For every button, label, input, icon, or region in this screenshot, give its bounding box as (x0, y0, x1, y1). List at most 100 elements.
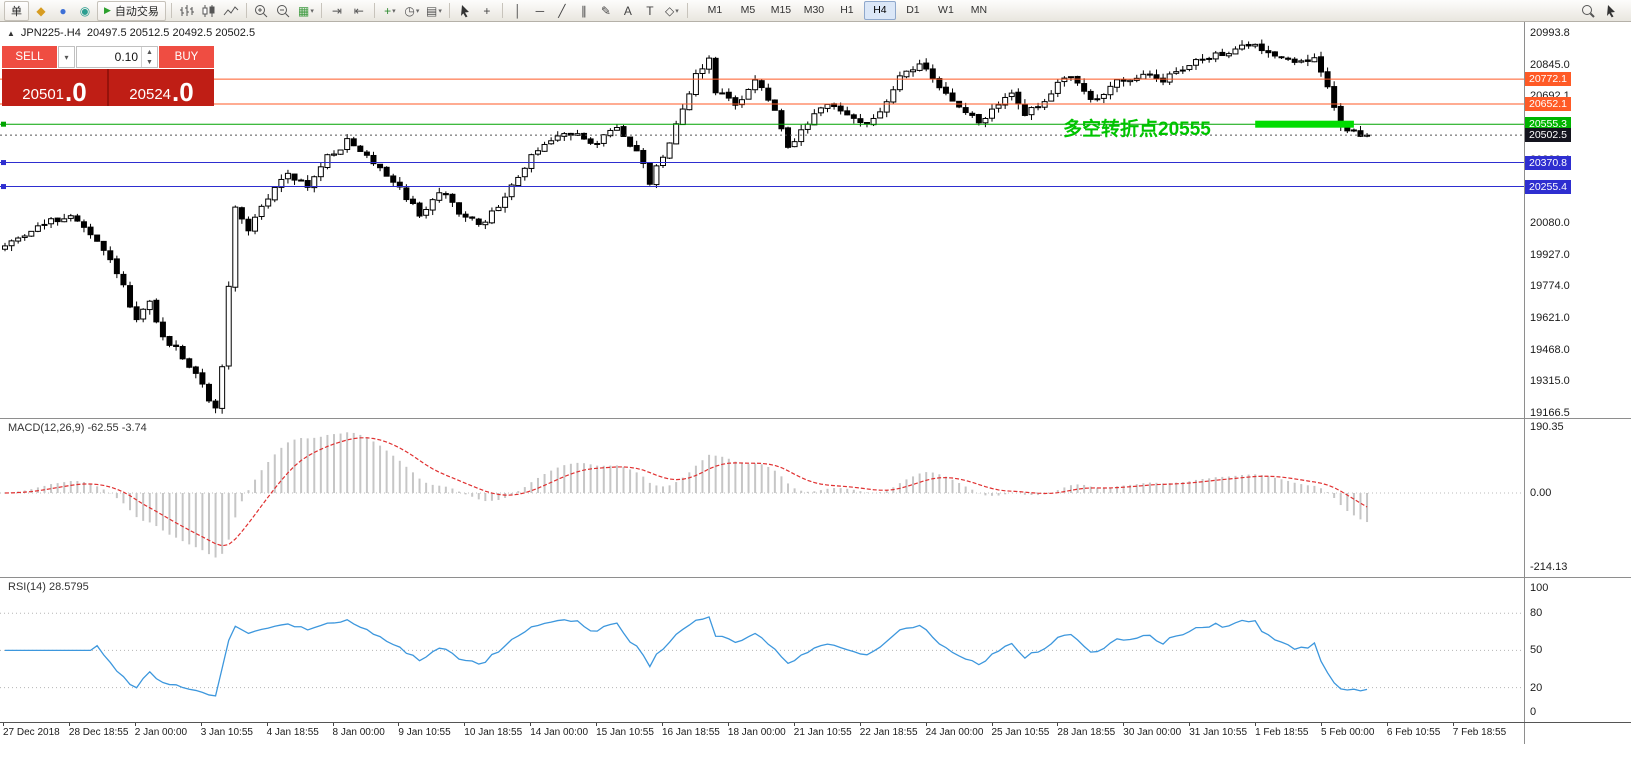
timeframe-m1-button[interactable]: M1 (707, 4, 723, 16)
time-axis-label: 24 Jan 00:00 (925, 727, 984, 738)
buy-price[interactable]: 20524.0 (129, 77, 194, 108)
time-axis-label: 5 Feb 00:00 (1321, 727, 1375, 738)
time-axis-label: 8 Jan 00:00 (332, 727, 385, 738)
time-axis-label: 21 Jan 10:55 (793, 727, 852, 738)
time-tick (1189, 723, 1191, 726)
crosshair-icon[interactable]: + (483, 3, 491, 18)
grid-icon[interactable]: ▦ ▾ (297, 3, 314, 18)
time-tick (859, 723, 861, 726)
price-scale-column[interactable]: 20993.820845.020692.120539.320386.420233… (1524, 22, 1631, 744)
price-scale-label: 20993.8 (1530, 27, 1570, 39)
time-tick (1321, 723, 1322, 726)
new-order-button[interactable]: 单 (4, 0, 29, 21)
time-axis-label: 27 Dec 2018 (3, 727, 60, 738)
volume-increase-button[interactable]: ▲ (146, 48, 153, 56)
time-tick (662, 723, 663, 726)
macd-panel[interactable]: MACD(12,26,9) -62.55 -3.74 (0, 419, 1524, 577)
timeframe-group: M1 M5 M15 M30 H1 H4 D1 W1 MN (699, 1, 995, 20)
timeframe-m5-button[interactable]: M5 (740, 4, 756, 16)
panel-separator[interactable] (0, 418, 1631, 419)
panel-separator[interactable] (0, 577, 1631, 578)
cursor-icon[interactable] (455, 2, 475, 20)
indicators-icon[interactable]: + ▾ (384, 3, 396, 18)
buy-button[interactable]: BUY (159, 46, 214, 68)
timeframe-m15-button[interactable]: M15 (770, 4, 792, 16)
sell-price[interactable]: 20501.0 (22, 77, 87, 108)
time-tick (793, 723, 795, 726)
zoom-in-icon[interactable] (252, 2, 272, 20)
line-chart-icon[interactable] (221, 2, 241, 20)
toolbar-separator (170, 3, 172, 18)
chevron-down-icon: ▾ (64, 52, 69, 62)
time-axis-label: 2 Jan 00:00 (134, 727, 188, 738)
vertical-line-icon[interactable]: │ (514, 3, 522, 18)
macd-histogram (10, 432, 1369, 558)
text-icon[interactable]: A (623, 3, 632, 18)
candlestick-chart-icon[interactable] (199, 2, 219, 20)
chevron-down-icon: ▾ (310, 7, 314, 15)
toolbar-separator (373, 3, 375, 18)
accounts-icon[interactable]: ● (59, 3, 67, 18)
time-tick (1123, 723, 1125, 726)
macd-scale-label: 190.35 (1530, 421, 1564, 433)
time-axis-label: 14 Jan 00:00 (530, 727, 589, 738)
time-axis-label: 28 Jan 18:55 (1057, 727, 1116, 738)
timeframe-h4-button[interactable]: H4 (863, 1, 896, 20)
volume-input[interactable]: 0.10 (114, 50, 138, 64)
timeframe-m30-button[interactable]: M30 (803, 4, 825, 16)
chart-title: ▲ JPN225-.H4 20497.5 20512.5 20492.5 205… (7, 27, 255, 39)
time-axis-label: 9 Jan 10:55 (398, 727, 451, 738)
support-highlight-segment[interactable] (1255, 120, 1354, 128)
templates-icon[interactable]: ▤ ▾ (425, 3, 442, 18)
bar-chart-icon[interactable] (177, 2, 197, 20)
rsi-label: RSI(14) 28.5795 (8, 581, 89, 593)
periods-icon[interactable]: ◷ ▾ (404, 3, 420, 18)
price-badge-20370.8: 20370.8 (1525, 155, 1571, 170)
chart-icon: ▲ (7, 28, 15, 38)
trendline-icon[interactable]: ╱ (558, 3, 566, 18)
timeframe-mn-button[interactable]: MN (970, 4, 988, 16)
price-chart[interactable] (0, 22, 1524, 418)
volume-widget: 0.10 ▲ ▼ (76, 46, 158, 68)
pencil-icon[interactable]: ✎ (600, 3, 611, 18)
macd-scale-label: 0.00 (1530, 487, 1552, 499)
line-handle[interactable] (1, 184, 6, 190)
autotrade-button[interactable]: ▶ 自动交易 (97, 0, 166, 21)
time-axis[interactable]: 27 Dec 2018 28 Dec 18:55 2 Jan 00:00 3 Jan … (0, 723, 1524, 743)
volume-decrease-button[interactable]: ▼ (146, 58, 153, 66)
volume-dropdown[interactable]: ▾ (58, 46, 75, 68)
horizontal-line-icon[interactable]: ─ (535, 3, 545, 18)
timeframe-w1-button[interactable]: W1 (938, 4, 954, 16)
time-tick (1255, 723, 1257, 726)
sell-button[interactable]: SELL (2, 46, 57, 68)
rsi-scale-label: 80 (1530, 607, 1543, 620)
line-handle[interactable] (1, 121, 6, 127)
toolbar-separator (245, 3, 247, 18)
community-icon[interactable]: ◉ (79, 3, 91, 18)
price-scale-label: 19927.0 (1530, 248, 1570, 261)
shapes-icon[interactable]: ◇ ▾ (665, 3, 679, 18)
price-badge-20652.1: 20652.1 (1525, 97, 1571, 112)
price-badge-20255.4: 20255.4 (1525, 179, 1571, 194)
label-icon[interactable]: T (646, 3, 654, 18)
toolbar-separator (320, 3, 322, 18)
price-badge-20502.5: 20502.5 (1525, 128, 1571, 143)
time-axis-label: 10 Jan 18:55 (464, 727, 523, 738)
macd-signal-line (4, 437, 1368, 547)
chart-shift-icon[interactable]: ⇤ (353, 3, 364, 18)
timeframe-d1-button[interactable]: D1 (906, 4, 920, 16)
time-tick (1452, 723, 1454, 726)
time-axis-label: 4 Jan 18:55 (266, 727, 319, 738)
cursor-tool-icon[interactable] (1601, 2, 1621, 20)
autoscroll-icon[interactable]: ⇥ (331, 3, 342, 18)
pivot-annotation-text[interactable]: 多空转折点20555 (1063, 119, 1211, 140)
channel-icon[interactable]: ∥ (580, 3, 587, 18)
search-icon[interactable] (1579, 2, 1599, 20)
timeframe-h1-button[interactable]: H1 (840, 4, 854, 16)
favorites-icon[interactable]: ◆ (36, 3, 46, 18)
zoom-out-icon[interactable] (274, 2, 294, 20)
toolbar-separator (686, 3, 688, 18)
rsi-panel[interactable]: RSI(14) 28.5795 (0, 578, 1524, 722)
line-handle[interactable] (1, 160, 6, 166)
time-axis-label: 31 Jan 10:55 (1189, 727, 1248, 738)
